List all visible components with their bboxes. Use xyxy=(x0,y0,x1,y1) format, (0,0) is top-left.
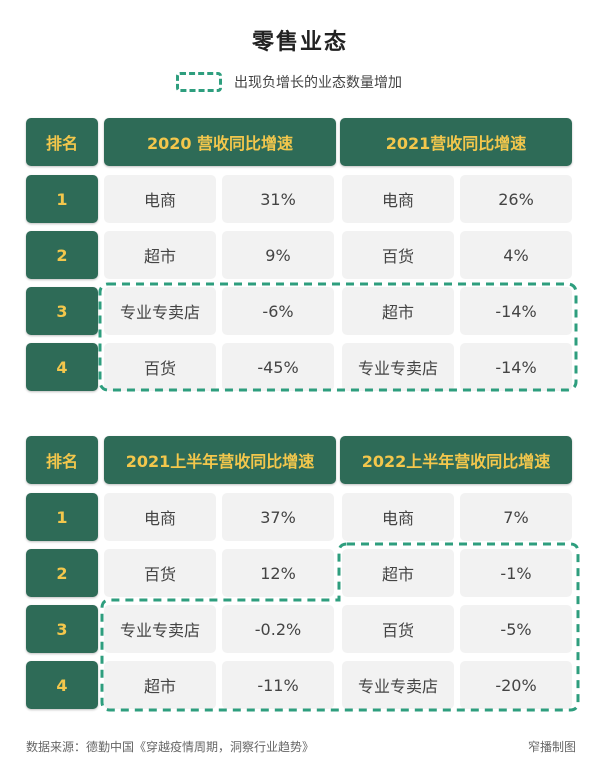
table2-rank-header: 排名 xyxy=(26,436,98,484)
table1-row4-a-name: 百货 xyxy=(104,343,216,391)
table2-row4-a-value: -11% xyxy=(222,661,334,709)
table1-row3-a-name: 专业专卖店 xyxy=(104,287,216,335)
table2-col2-header: 2022上半年营收同比增速 xyxy=(340,436,572,484)
table2-row1-b-value: 7% xyxy=(460,493,572,541)
table2-row4-a-name: 超市 xyxy=(104,661,216,709)
table1-col2-header: 2021营收同比增速 xyxy=(340,118,572,166)
table2-row2-rank: 2 xyxy=(26,549,98,597)
table1-rank-header: 排名 xyxy=(26,118,98,166)
table1-row3-b-name: 超市 xyxy=(342,287,454,335)
table2-row3-b-name: 百货 xyxy=(342,605,454,653)
table1-row2-b-value: 4% xyxy=(460,231,572,279)
table1-row2-rank: 2 xyxy=(26,231,98,279)
table1-row2-b-name: 百货 xyxy=(342,231,454,279)
table1-row1-a-value: 31% xyxy=(222,175,334,223)
table2-row2-a-value: 12% xyxy=(222,549,334,597)
table2-row2-a-name: 百货 xyxy=(104,549,216,597)
page-title: 零售业态 xyxy=(251,30,348,55)
table1-row2-a-value: 9% xyxy=(222,231,334,279)
table1-row3-a-value: -6% xyxy=(222,287,334,335)
table2-row2-b-value: -1% xyxy=(460,549,572,597)
table2-row3-rank: 3 xyxy=(26,605,98,653)
table1-row3-rank: 3 xyxy=(26,287,98,335)
table1-col1-header: 2020 营收同比增速 xyxy=(104,118,336,166)
table2-row2-b-name: 超市 xyxy=(342,549,454,597)
table1-row4-rank: 4 xyxy=(26,343,98,391)
table1-row1-b-name: 电商 xyxy=(342,175,454,223)
table2-row3-a-name: 专业专卖店 xyxy=(104,605,216,653)
table1-row4-a-value: -45% xyxy=(222,343,334,391)
source-note: 数据来源：德勤中国《穿越疫情周期，洞察行业趋势》 xyxy=(26,740,315,754)
table2-row4-rank: 4 xyxy=(26,661,98,709)
table1-row4-b-value: -14% xyxy=(460,343,572,391)
table1-row3-b-value: -14% xyxy=(460,287,572,335)
table2-col1-header: 2021上半年营收同比增速 xyxy=(104,436,336,484)
table2-row1-rank: 1 xyxy=(26,493,98,541)
table2-row1-b-name: 电商 xyxy=(342,493,454,541)
table1-row2-a-name: 超市 xyxy=(104,231,216,279)
table2-row4-b-name: 专业专卖店 xyxy=(342,661,454,709)
legend-text: 出现负增长的业态数量增加 xyxy=(234,75,402,91)
table1-row1-b-value: 26% xyxy=(460,175,572,223)
table1-row1-a-name: 电商 xyxy=(104,175,216,223)
legend-dashed-box-icon xyxy=(176,72,222,92)
table2-row3-b-value: -5% xyxy=(460,605,572,653)
credit-note: 窄播制图 xyxy=(527,740,576,754)
legend: 出现负增长的业态数量增加 xyxy=(176,70,402,94)
table2-row1-a-name: 电商 xyxy=(104,493,216,541)
table2-row1-a-value: 37% xyxy=(222,493,334,541)
table2-row3-a-value: -0.2% xyxy=(222,605,334,653)
table1-row1-rank: 1 xyxy=(26,175,98,223)
table1-row4-b-name: 专业专卖店 xyxy=(342,343,454,391)
table2-row4-b-value: -20% xyxy=(460,661,572,709)
